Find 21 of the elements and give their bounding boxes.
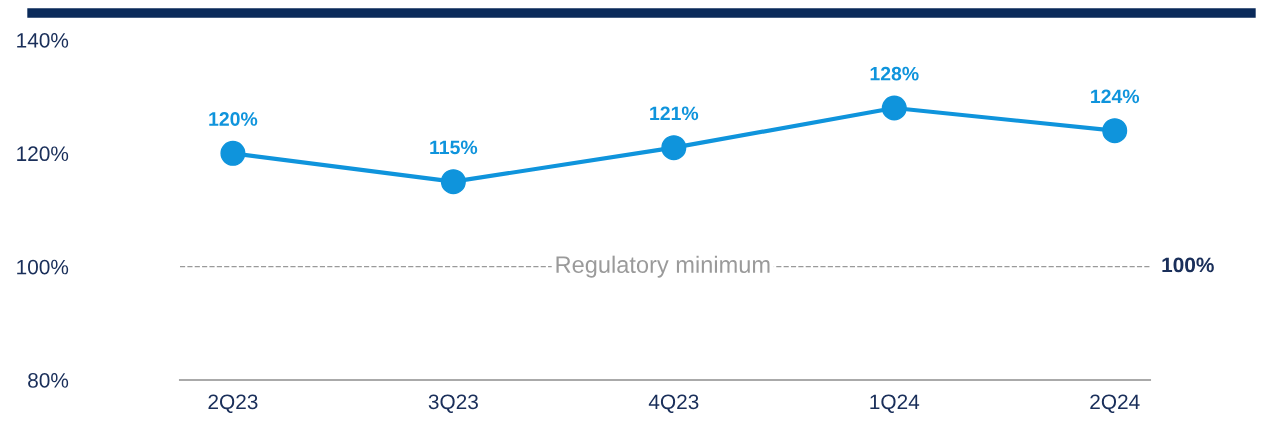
point: [661, 135, 687, 161]
y-tick-label: 100%: [17, 259, 69, 275]
ref-line-label: Regulatory minimum: [556, 255, 770, 278]
x-tick-label: 1Q24: [870, 394, 920, 413]
x-tick-label: 3Q23: [428, 394, 478, 413]
x-tick-label: 2Q24: [1090, 394, 1140, 413]
data-label: 115%: [430, 140, 478, 155]
point: [881, 95, 907, 121]
data-label: 121%: [650, 106, 699, 121]
point: [220, 140, 246, 166]
point: [1102, 118, 1128, 144]
data-label: 124%: [1091, 89, 1140, 104]
data-label: 128%: [870, 66, 919, 81]
x-tick-label: 4Q23: [648, 394, 699, 413]
point: [440, 169, 466, 195]
y-tick-label: 80%: [28, 373, 69, 388]
y-tick-label: 120%: [17, 146, 69, 162]
x-tick-label: 2Q23: [208, 394, 258, 413]
data-label: 120%: [209, 112, 258, 126]
text: 100%: [1162, 257, 1214, 273]
y-tick-label: 140%: [17, 33, 69, 48]
